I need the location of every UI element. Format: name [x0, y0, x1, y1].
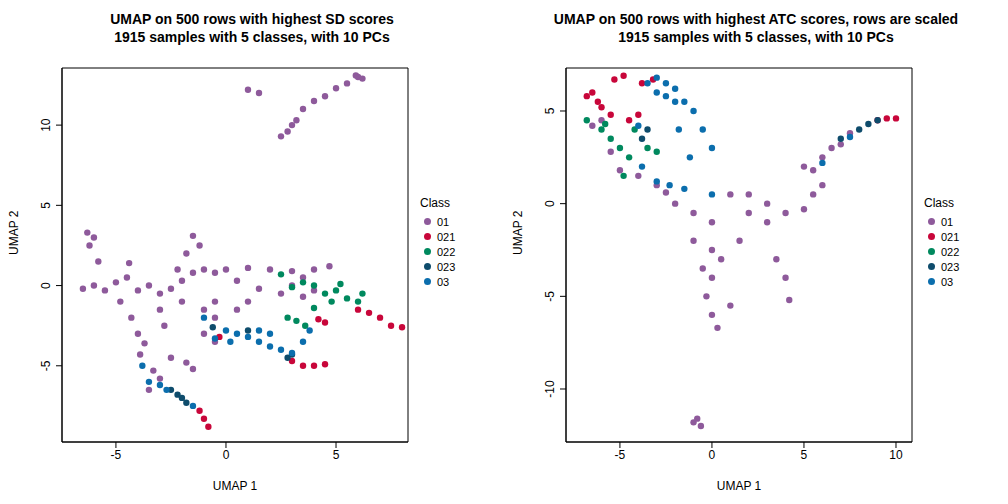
html-text:021: 021 — [941, 230, 960, 243]
svg-text:0: 0 — [543, 200, 557, 207]
svg-text:5: 5 — [333, 448, 340, 462]
svg-text:-5: -5 — [543, 291, 557, 302]
html-text:022: 022 — [437, 245, 456, 258]
svg-text:5: 5 — [801, 448, 808, 462]
svg-text:UMAP 1: UMAP 1 — [213, 479, 258, 493]
svg-text:0: 0 — [223, 448, 230, 462]
html-text:021: 021 — [437, 230, 456, 243]
svg-text:-10: -10 — [543, 380, 557, 398]
svg-text:UMAP 1: UMAP 1 — [717, 479, 762, 493]
html-text:03: 03 — [941, 275, 954, 288]
svg-text:UMAP 2: UMAP 2 — [511, 210, 525, 255]
html-text:023: 023 — [437, 260, 456, 273]
svg-text:10: 10 — [39, 118, 53, 132]
html-text:Class: Class — [420, 196, 450, 210]
svg-text:0: 0 — [709, 448, 716, 462]
svg-text:10: 10 — [889, 448, 903, 462]
svg-text:UMAP 2: UMAP 2 — [8, 210, 21, 255]
html-text:022: 022 — [941, 245, 960, 258]
svg-text:-5: -5 — [39, 360, 53, 371]
svg-text:5: 5 — [543, 107, 557, 114]
html-text:03: 03 — [437, 275, 450, 288]
svg-text:0: 0 — [39, 282, 53, 289]
html-text:023: 023 — [941, 260, 960, 273]
html-text:UMAP on 500 rows with highest: UMAP on 500 rows with highest ATC scores… — [553, 11, 959, 27]
html-text:UMAP on 500 rows with highest: UMAP on 500 rows with highest SD scores — [110, 11, 394, 27]
html-text:01: 01 — [941, 215, 954, 228]
html-text:1915 samples with 5 classes, w: 1915 samples with 5 classes, with 10 PCs — [114, 29, 390, 45]
html-text:Class: Class — [924, 196, 954, 210]
svg-text:-5: -5 — [615, 448, 626, 462]
html-text:1915 samples with 5 classes, w: 1915 samples with 5 classes, with 10 PCs — [618, 29, 894, 45]
svg-text:-5: -5 — [111, 448, 122, 462]
svg-text:5: 5 — [39, 202, 53, 209]
html-text:01: 01 — [437, 215, 450, 228]
